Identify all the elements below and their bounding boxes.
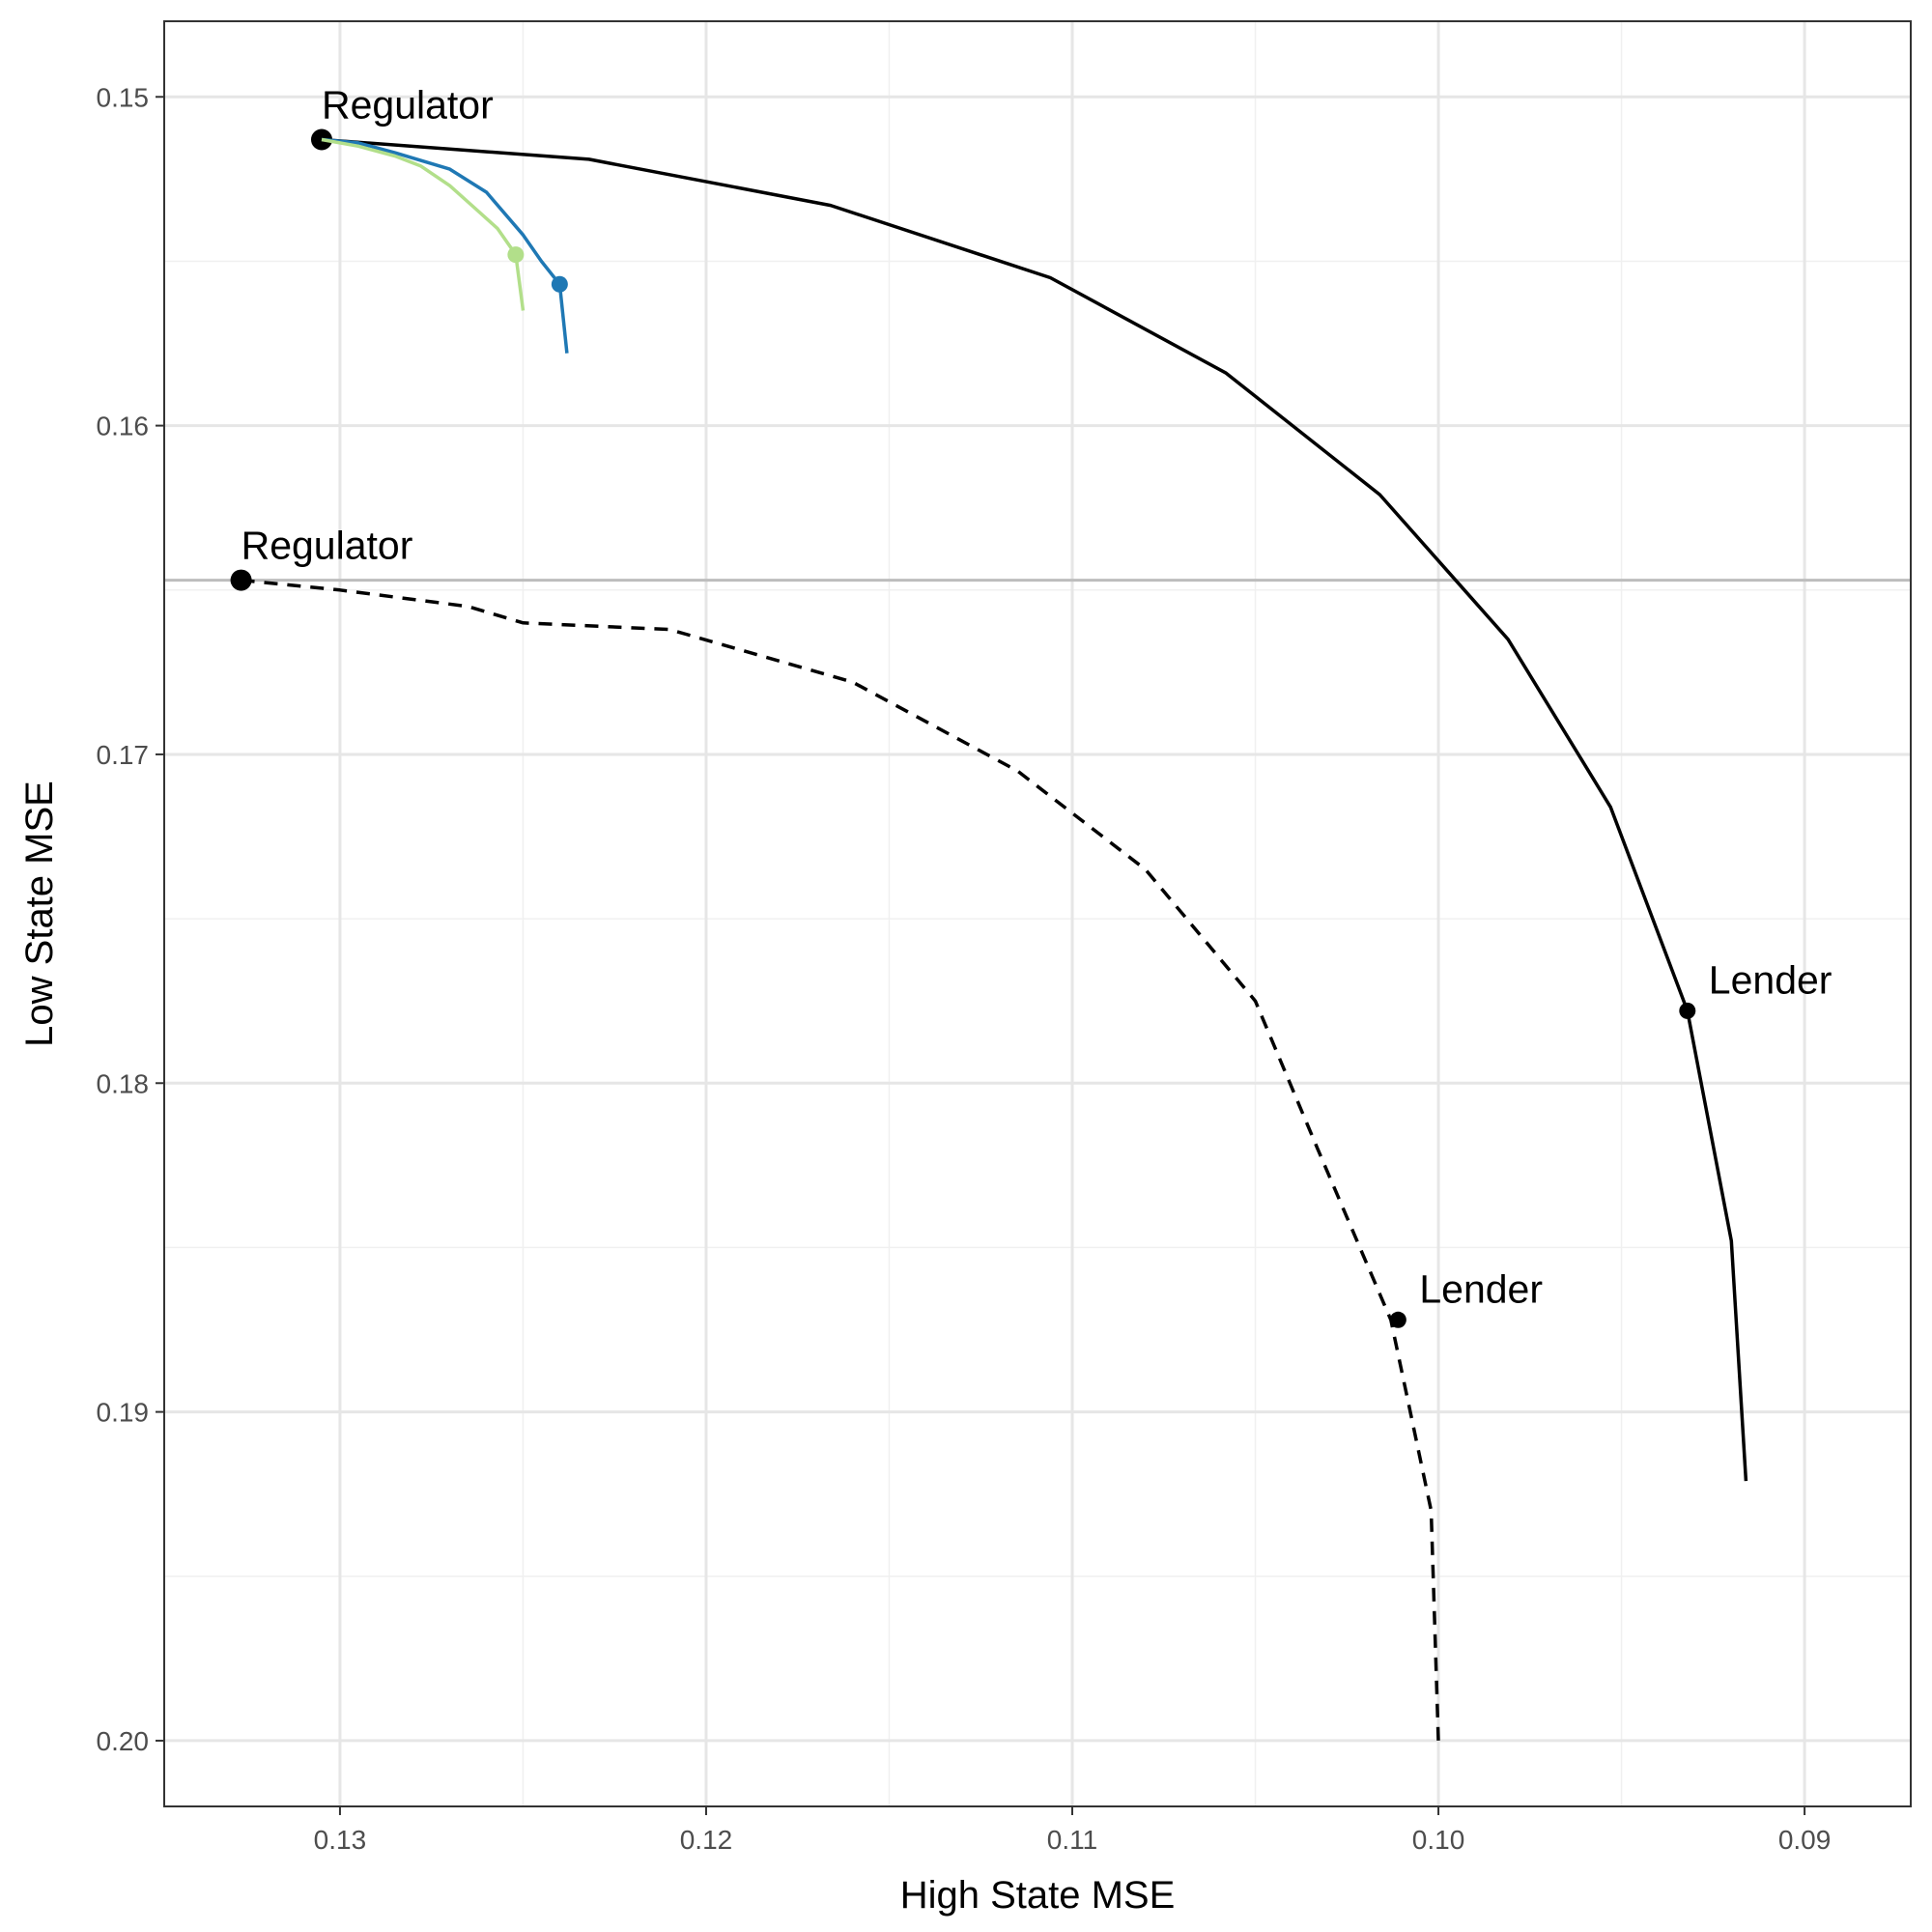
lender-label: Lender <box>1419 1266 1543 1311</box>
series-line-1 <box>321 137 1748 1482</box>
series-3-point-1 <box>551 275 568 293</box>
y-tick-label: 0.15 <box>97 82 150 112</box>
regulator-label: Regulator <box>322 83 494 128</box>
series-2-point-1 <box>230 569 252 591</box>
x-tick-label: 0.13 <box>314 1825 367 1855</box>
y-axis-title: Low State MSE <box>18 781 61 1047</box>
series-1-point-2 <box>1679 1002 1696 1019</box>
plot-background <box>164 21 1911 1806</box>
series-line-4 <box>321 137 526 311</box>
series-group <box>230 128 1748 1741</box>
x-axis-title: High State MSE <box>900 1874 1176 1917</box>
x-tick-label: 0.11 <box>1047 1825 1097 1855</box>
x-tick-label: 0.09 <box>1778 1825 1832 1855</box>
y-tick-label: 0.19 <box>97 1398 150 1428</box>
y-tick-label: 0.16 <box>97 412 150 441</box>
x-tick-label: 0.10 <box>1412 1825 1465 1855</box>
series-line-3 <box>321 137 569 354</box>
axes: 0.13 0.12 0.11 0.10 0.09 0.15 0.16 0.17 0.18 0.19… <box>97 82 1832 1855</box>
grid <box>164 21 1911 1806</box>
y-tick-label: 0.17 <box>97 740 150 770</box>
series-2-point-2 <box>1389 1311 1406 1328</box>
plot-border <box>163 20 1912 1807</box>
x-tick-label: 0.12 <box>680 1825 733 1855</box>
lender-label: Lender <box>1709 957 1833 1002</box>
series-4-point-1 <box>507 246 525 264</box>
y-tick-label: 0.20 <box>97 1726 150 1756</box>
y-tick-label: 0.18 <box>97 1068 150 1098</box>
regulator-label: Regulator <box>242 524 413 568</box>
series-1-point-1 <box>310 128 332 151</box>
point-label-group: Regulator Lender Regulator Lender <box>242 83 1833 1312</box>
